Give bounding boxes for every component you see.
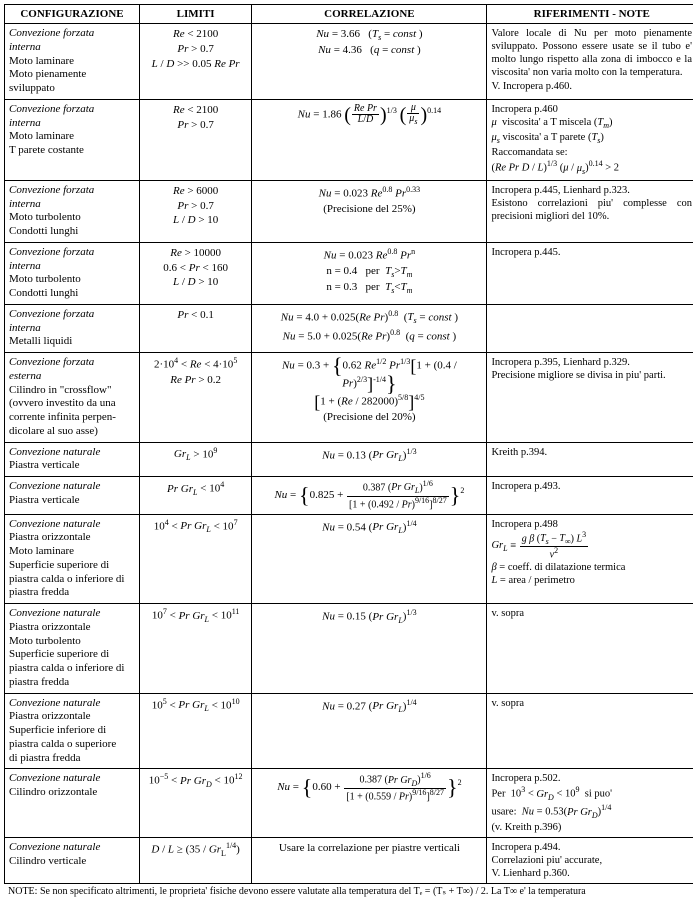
limits-cell: 107 < Pr GrL < 1011: [139, 604, 251, 694]
correlation-cell: Nu = 0.023 Re0.8 Prnn = 0.4 per Ts>Tmn =…: [252, 242, 487, 304]
limits-cell: GrL > 109: [139, 442, 251, 477]
notes-cell: Incropera p.493.: [487, 477, 693, 515]
notes-cell: Incropera p.498GrL ≡ g β (Ts − T∞) L3ν2β…: [487, 514, 693, 604]
table-row: Convezione naturalePiastra orizzontaleMo…: [5, 604, 693, 694]
header-row: CONFIGURAZIONE LIMITI CORRELAZIONE RIFER…: [5, 5, 693, 24]
correlation-cell: Nu = 1.86 (Re PrL/D)1/3 (μμs)0.14: [252, 99, 487, 180]
correlation-cell: Usare la correlazione per piastre vertic…: [252, 837, 487, 883]
notes-cell: Incropera p.502.Per 103 < GrD < 109 si p…: [487, 769, 693, 837]
table-row: Convezione forzatainternaMetalli liquidi…: [5, 304, 693, 352]
table-row: Convezione naturalePiastra orizzontaleMo…: [5, 514, 693, 604]
correlation-cell: Nu = 3.66 (Ts = const )Nu = 4.36 (q = co…: [252, 24, 487, 100]
notes-cell: Incropera p.445, Lienhard p.323.Esistono…: [487, 180, 693, 242]
limits-cell: Re < 2100Pr > 0.7L / D >> 0.05 Re Pr: [139, 24, 251, 100]
config-cell: Convezione naturalePiastra verticale: [5, 442, 140, 477]
table-row: Convezione forzataesternaCilindro in "cr…: [5, 353, 693, 443]
correlation-cell: Nu = 0.15 (Pr GrL)1/3: [252, 604, 487, 694]
notes-cell: v. sopra: [487, 604, 693, 694]
table-row: Convezione naturalePiastra verticaleGrL …: [5, 442, 693, 477]
table-row: Convezione naturaleCilindro orizzontale1…: [5, 769, 693, 837]
config-cell: Convezione forzatainternaMoto turbolento…: [5, 242, 140, 304]
config-cell: Convezione forzataesternaCilindro in "cr…: [5, 353, 140, 443]
notes-cell: v. sopra: [487, 693, 693, 769]
limits-cell: 105 < Pr GrL < 1010: [139, 693, 251, 769]
config-cell: Convezione naturaleCilindro orizzontale: [5, 769, 140, 837]
notes-cell: Valore locale di Nu per moto pienamente …: [487, 24, 693, 100]
header-config: CONFIGURAZIONE: [5, 5, 140, 24]
config-cell: Convezione forzatainternaMetalli liquidi: [5, 304, 140, 352]
notes-cell: Kreith p.394.: [487, 442, 693, 477]
table-row: Convezione naturaleCilindro verticaleD /…: [5, 837, 693, 883]
config-cell: Convezione forzatainternaMoto turbolento…: [5, 180, 140, 242]
header-notes: RIFERIMENTI - NOTE: [487, 5, 693, 24]
footnote: NOTE: Se non specificato altrimenti, le …: [4, 884, 693, 899]
table-row: Convezione forzatainternaMoto laminareT …: [5, 99, 693, 180]
limits-cell: Re < 2100Pr > 0.7: [139, 99, 251, 180]
config-cell: Convezione forzatainternaMoto laminareT …: [5, 99, 140, 180]
correlation-cell: Nu = {0.825 + 0.387 (Pr GrL)1/6[1 + (0.4…: [252, 477, 487, 515]
limits-cell: Pr < 0.1: [139, 304, 251, 352]
limits-cell: Re > 6000Pr > 0.7L / D > 10: [139, 180, 251, 242]
notes-cell: [487, 304, 693, 352]
config-cell: Convezione naturalePiastra orizzontaleMo…: [5, 604, 140, 694]
correlation-cell: Nu = 0.54 (Pr GrL)1/4: [252, 514, 487, 604]
limits-cell: D / L ≥ (35 / GrL1/4): [139, 837, 251, 883]
config-cell: Convezione forzatainternaMoto laminareMo…: [5, 24, 140, 100]
correlation-cell: Nu = {0.60 + 0.387 (Pr GrD)1/6[1 + (0.55…: [252, 769, 487, 837]
header-correlation: CORRELAZIONE: [252, 5, 487, 24]
table-row: Convezione naturalePiastra verticalePr G…: [5, 477, 693, 515]
limits-cell: 104 < Pr GrL < 107: [139, 514, 251, 604]
config-cell: Convezione naturalePiastra verticale: [5, 477, 140, 515]
correlation-cell: Nu = 0.023 Re0.8 Pr0.33(Precisione del 2…: [252, 180, 487, 242]
table-row: Convezione forzatainternaMoto turbolento…: [5, 242, 693, 304]
correlation-table: CONFIGURAZIONE LIMITI CORRELAZIONE RIFER…: [4, 4, 693, 884]
header-limits: LIMITI: [139, 5, 251, 24]
config-cell: Convezione naturaleCilindro verticale: [5, 837, 140, 883]
table-row: Convezione naturalePiastra orizzontaleSu…: [5, 693, 693, 769]
correlation-cell: Nu = 0.13 (Pr GrL)1/3: [252, 442, 487, 477]
config-cell: Convezione naturalePiastra orizzontaleSu…: [5, 693, 140, 769]
notes-cell: Incropera p.445.: [487, 242, 693, 304]
correlation-cell: Nu = 4.0 + 0.025(Re Pr)0.8 (Ts = const )…: [252, 304, 487, 352]
correlation-cell: Nu = 0.3 + {0.62 Re1/2 Pr1/3[1 + (0.4 / …: [252, 353, 487, 443]
notes-cell: Incropera p.494.Correlazioni piu' accura…: [487, 837, 693, 883]
limits-cell: 2·104 < Re < 4·105Re Pr > 0.2: [139, 353, 251, 443]
correlation-cell: Nu = 0.27 (Pr GrL)1/4: [252, 693, 487, 769]
table-row: Convezione forzatainternaMoto laminareMo…: [5, 24, 693, 100]
config-cell: Convezione naturalePiastra orizzontaleMo…: [5, 514, 140, 604]
limits-cell: Pr GrL < 104: [139, 477, 251, 515]
table-row: Convezione forzatainternaMoto turbolento…: [5, 180, 693, 242]
limits-cell: 10−5 < Pr GrD < 1012: [139, 769, 251, 837]
limits-cell: Re > 100000.6 < Pr < 160L / D > 10: [139, 242, 251, 304]
notes-cell: Incropera p.395, Lienhard p.329.Precisio…: [487, 353, 693, 443]
notes-cell: Incropera p.460μ viscosita' a T miscela …: [487, 99, 693, 180]
